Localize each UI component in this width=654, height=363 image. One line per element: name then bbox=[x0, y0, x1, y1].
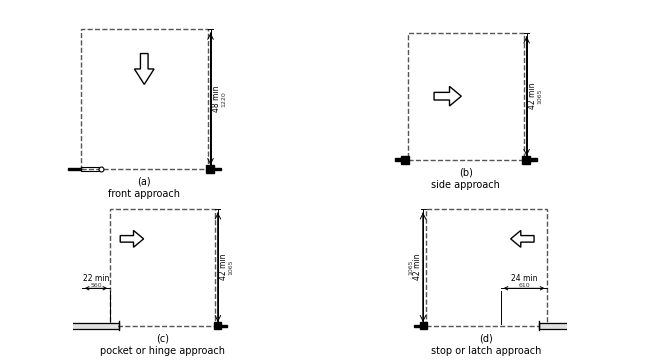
Bar bbox=[419, 322, 427, 330]
Bar bbox=[206, 165, 215, 173]
Bar bbox=[80, 29, 208, 169]
Text: 22 min: 22 min bbox=[83, 274, 109, 283]
Text: 42 min: 42 min bbox=[219, 254, 228, 281]
Bar bbox=[39, 322, 43, 330]
Bar bbox=[540, 323, 613, 328]
Bar bbox=[401, 156, 409, 164]
Text: (b): (b) bbox=[459, 167, 473, 178]
Bar bbox=[426, 209, 547, 326]
Text: 1220: 1220 bbox=[222, 91, 227, 107]
Bar bbox=[407, 33, 524, 160]
Text: 560: 560 bbox=[90, 283, 102, 288]
Text: 1065: 1065 bbox=[408, 260, 413, 275]
Bar bbox=[43, 323, 118, 329]
Bar bbox=[414, 325, 421, 327]
Bar bbox=[44, 323, 117, 328]
Bar bbox=[539, 323, 614, 329]
Bar bbox=[69, 168, 80, 170]
Text: 610: 610 bbox=[518, 283, 530, 288]
Text: 24 min: 24 min bbox=[511, 274, 538, 283]
Text: side approach: side approach bbox=[432, 180, 500, 190]
Bar bbox=[214, 322, 222, 330]
Text: (a): (a) bbox=[137, 176, 151, 187]
Text: front approach: front approach bbox=[109, 189, 181, 199]
Bar bbox=[215, 168, 221, 170]
Text: 42 min: 42 min bbox=[413, 254, 422, 281]
Text: 1065: 1065 bbox=[538, 89, 543, 104]
Bar bbox=[523, 156, 530, 164]
Text: 1065: 1065 bbox=[228, 260, 233, 275]
Text: 48 min: 48 min bbox=[213, 86, 221, 112]
Text: 42 min: 42 min bbox=[528, 83, 538, 110]
Text: (c): (c) bbox=[156, 333, 169, 343]
Text: (d): (d) bbox=[479, 333, 493, 343]
Bar bbox=[530, 159, 537, 161]
Bar bbox=[396, 159, 402, 161]
Bar bbox=[80, 167, 99, 171]
Text: pocket or hinge approach: pocket or hinge approach bbox=[100, 346, 226, 356]
Bar bbox=[222, 325, 228, 327]
Bar bbox=[111, 209, 215, 326]
Text: stop or latch approach: stop or latch approach bbox=[431, 346, 542, 356]
Bar bbox=[614, 322, 619, 330]
